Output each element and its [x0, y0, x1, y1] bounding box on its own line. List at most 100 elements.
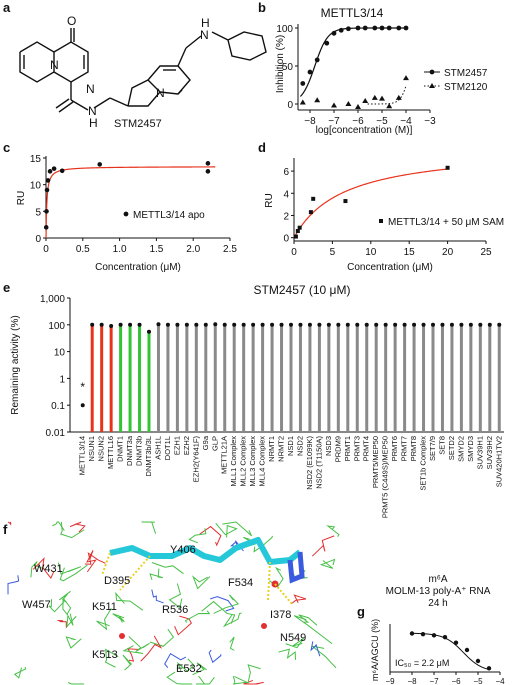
- category-label: PRMT3: [352, 436, 361, 461]
- category-label: SMYD3: [466, 436, 475, 462]
- data-point: [431, 633, 437, 638]
- residue-stick: [32, 557, 55, 580]
- data-point: [464, 647, 470, 653]
- category-label: METTL3/14: [78, 436, 87, 475]
- residue-stick: [164, 652, 187, 668]
- bar-cap: [260, 322, 265, 327]
- data-point-stm2457: [386, 25, 392, 31]
- bar-cap: [80, 403, 85, 408]
- data-point-stm2120: [355, 104, 361, 110]
- x-tick-label: 2.5: [223, 244, 237, 255]
- legend-label-stm2120: STM2120: [444, 82, 488, 93]
- residue-stick: [69, 521, 86, 533]
- bar-cap: [118, 322, 123, 327]
- bar-cap: [128, 322, 133, 327]
- category-label: NSD3: [324, 436, 333, 456]
- x-tick-label: 25: [480, 247, 492, 258]
- bar-cap: [165, 322, 170, 327]
- bar-cap: [213, 322, 218, 327]
- data-point-stm2120: [345, 101, 352, 106]
- residue-label-k511: K511: [92, 601, 117, 613]
- data-point: [420, 632, 426, 637]
- residue-stick: [59, 564, 88, 582]
- category-label: PRMT8: [409, 436, 418, 461]
- atom-h: H: [89, 116, 98, 130]
- residue-label-i378: I378: [270, 609, 291, 621]
- category-label: NSD2 (T1150A): [314, 435, 323, 488]
- bar-cap: [298, 322, 303, 327]
- category-label: MLL1 Complex: [229, 436, 238, 487]
- legend-marker-stm2457: [429, 69, 435, 75]
- bar-cap: [421, 322, 426, 327]
- x-tick-label: −7: [328, 116, 340, 127]
- category-label: NRMT1: [267, 436, 276, 462]
- bar-cap: [355, 322, 360, 327]
- category-label: PRMT5/MEP50: [371, 436, 380, 488]
- y-tick-label: 1,000: [40, 294, 65, 305]
- y-tick-label: 100: [48, 321, 65, 332]
- panel-label-g: g: [357, 604, 365, 619]
- residue-stick: [293, 615, 333, 645]
- x-tick-label: −3: [424, 116, 436, 127]
- category-label: PRMT6: [390, 436, 399, 461]
- chart-title: METTL3/14: [321, 6, 384, 20]
- x-tick-label: 1.0: [113, 244, 127, 255]
- bar-cap: [175, 322, 180, 327]
- category-label: GLP: [210, 436, 219, 451]
- data-point: [442, 634, 448, 640]
- x-tick-label: −8: [304, 116, 316, 127]
- data-point-stm2457: [355, 25, 361, 31]
- residue-stick: [59, 590, 71, 603]
- residue-stick: [65, 636, 82, 649]
- x-tick-label: 15: [404, 247, 416, 258]
- residue-stick: [115, 591, 144, 611]
- y-axis-label: RU: [264, 193, 275, 207]
- data-point: [59, 168, 65, 174]
- category-label: DNMT3a: [125, 435, 134, 466]
- x-tick-label: −5: [473, 677, 483, 685]
- residue-stick: [48, 599, 65, 613]
- category-label: NSD2: [295, 436, 304, 456]
- category-label: DNMT1: [116, 436, 125, 462]
- residue-label-d395: D395: [104, 575, 130, 587]
- bar-cap: [459, 322, 464, 327]
- atom-nh: N: [88, 104, 97, 118]
- residue-stick: [213, 594, 240, 614]
- bar-cap: [203, 322, 208, 327]
- residue-stick: [122, 645, 144, 654]
- atom-h2: H: [201, 16, 210, 30]
- ligand-ring: [287, 551, 305, 584]
- residue-label-y406: Y406: [170, 544, 196, 556]
- residue-stick: [184, 610, 211, 623]
- legend-marker: [379, 219, 383, 223]
- x-tick-label: −6: [352, 116, 364, 127]
- data-point: [47, 169, 53, 174]
- data-point: [486, 666, 492, 671]
- ligand: [109, 537, 302, 565]
- bar-cap: [497, 322, 502, 327]
- category-label: METTL21A: [220, 436, 229, 474]
- residue-stick: [66, 613, 77, 628]
- bar-cap: [440, 322, 445, 327]
- residue-stick: [188, 528, 207, 544]
- residue-stick: [140, 635, 163, 662]
- category-label: PRMT4: [362, 436, 371, 461]
- residue-stick: [195, 675, 215, 685]
- category-label: NSD2 (E1099K): [305, 436, 314, 490]
- y-tick-label: 15: [30, 154, 42, 165]
- category-label: ASH1L: [153, 436, 162, 460]
- residue-stick: [222, 521, 253, 537]
- residue-stick: [126, 648, 140, 662]
- water: [119, 633, 125, 639]
- x-tick-label: 2.0: [186, 244, 200, 255]
- bar-cap: [478, 322, 483, 327]
- residue-stick: [30, 561, 45, 578]
- y-axis-label: RU: [16, 191, 27, 205]
- panel-label-a: a: [3, 0, 11, 15]
- atom-n3: N: [156, 86, 165, 100]
- ic50-annotation: IC₅₀ = 2.2 μM: [395, 658, 449, 668]
- residue-stick: [57, 562, 82, 575]
- residue-label-n549: N549: [280, 632, 306, 644]
- data-point-stm2457: [314, 57, 320, 63]
- residue-stick: [166, 671, 193, 685]
